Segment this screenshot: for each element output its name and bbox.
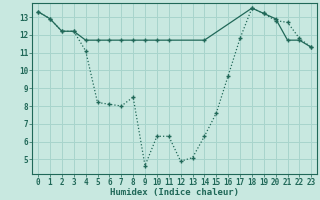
X-axis label: Humidex (Indice chaleur): Humidex (Indice chaleur) xyxy=(110,188,239,197)
